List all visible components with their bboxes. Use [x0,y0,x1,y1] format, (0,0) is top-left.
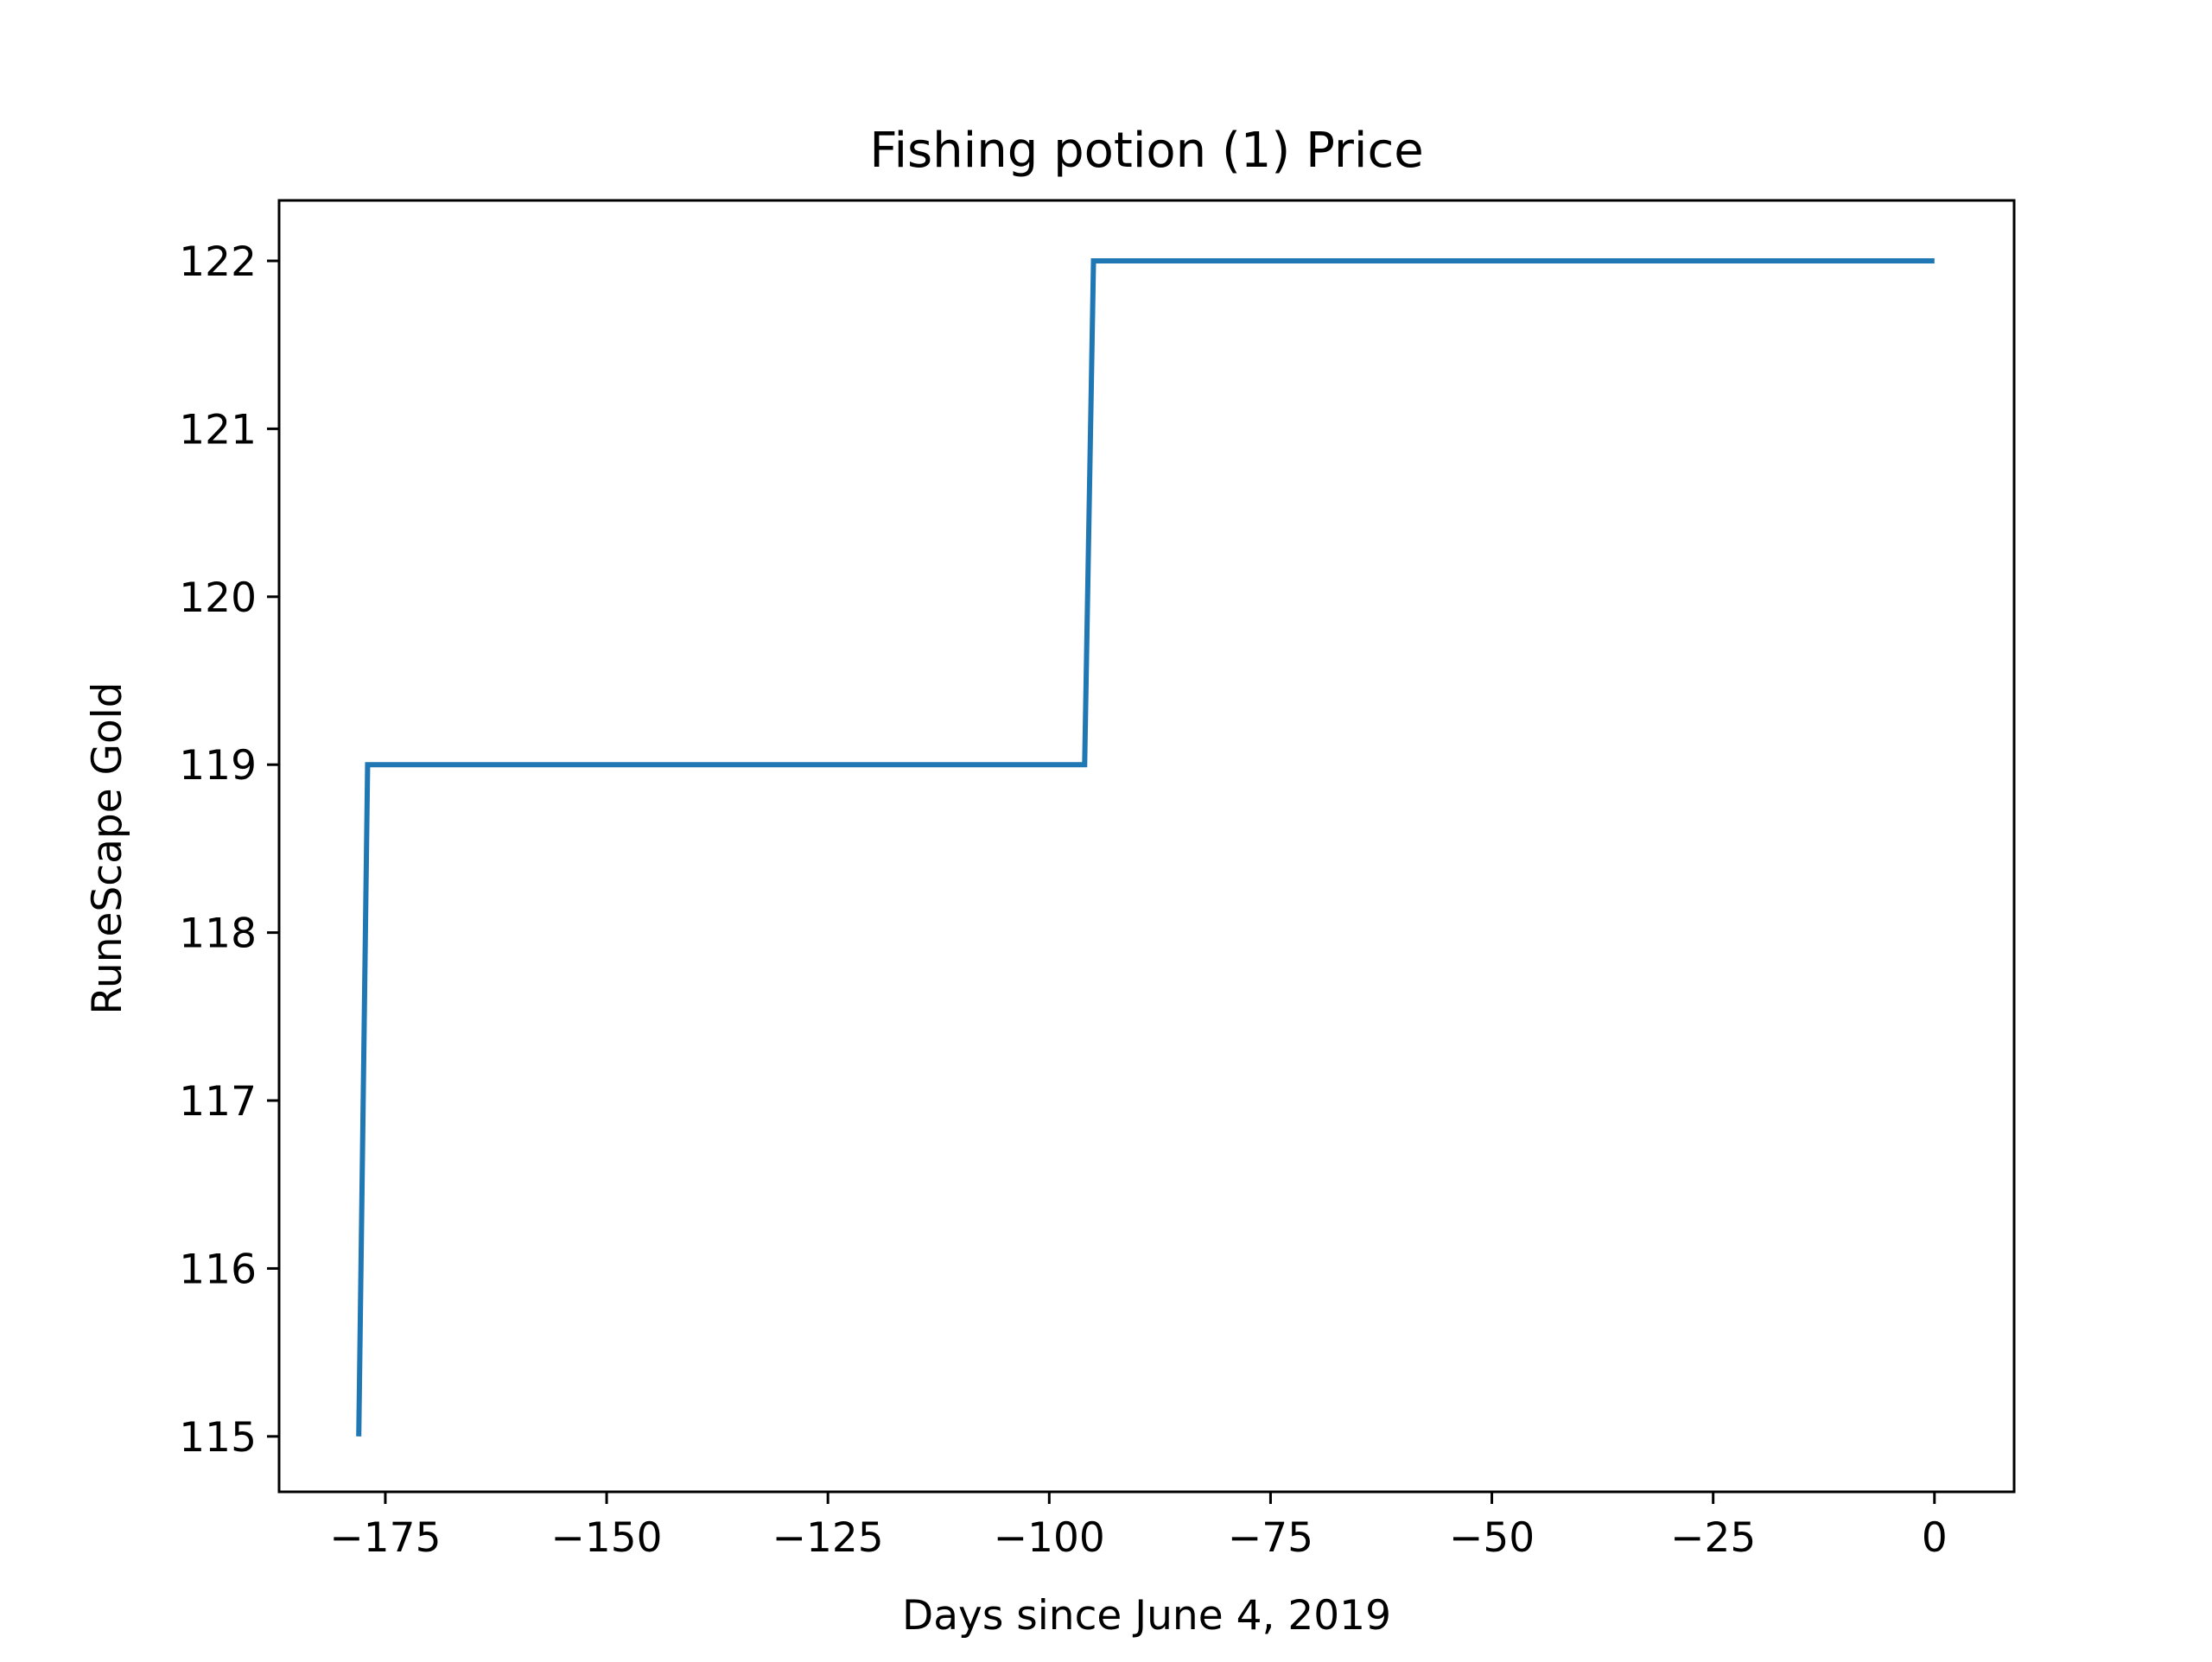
y-tick-label: 119 [179,742,257,790]
x-tick-label: −125 [772,1514,884,1562]
x-tick-label: −100 [994,1514,1105,1562]
y-tick-label: 122 [179,238,257,286]
chart-title: Fishing potion (1) Price [869,123,1423,179]
x-tick-label: −25 [1670,1514,1756,1562]
x-tick-label: −75 [1228,1514,1313,1562]
series-line [356,257,1935,1437]
x-tick-label: −175 [329,1514,441,1562]
x-tick-label: 0 [1922,1514,1948,1562]
y-tick-label: 116 [179,1246,257,1293]
x-tick-label: −50 [1449,1514,1535,1562]
x-axis-ticks: −175 −150 −125 −100 −75 −50 −25 0 [329,1492,1948,1562]
y-tick-label: 117 [179,1078,257,1126]
y-tick-label: 115 [179,1414,257,1462]
series-layer [356,257,1935,1437]
y-tick-label: 121 [179,406,257,454]
y-tick-label: 118 [179,910,257,958]
plot-area-frame [277,199,2016,1494]
y-tick-label: 120 [179,574,257,622]
y-axis-label: RuneScape Gold [84,682,131,1014]
y-axis-ticks: 115 116 117 118 119 120 121 122 [179,238,279,1462]
x-axis-label: Days since June 4, 2019 [902,1592,1391,1640]
x-tick-label: −150 [551,1514,663,1562]
